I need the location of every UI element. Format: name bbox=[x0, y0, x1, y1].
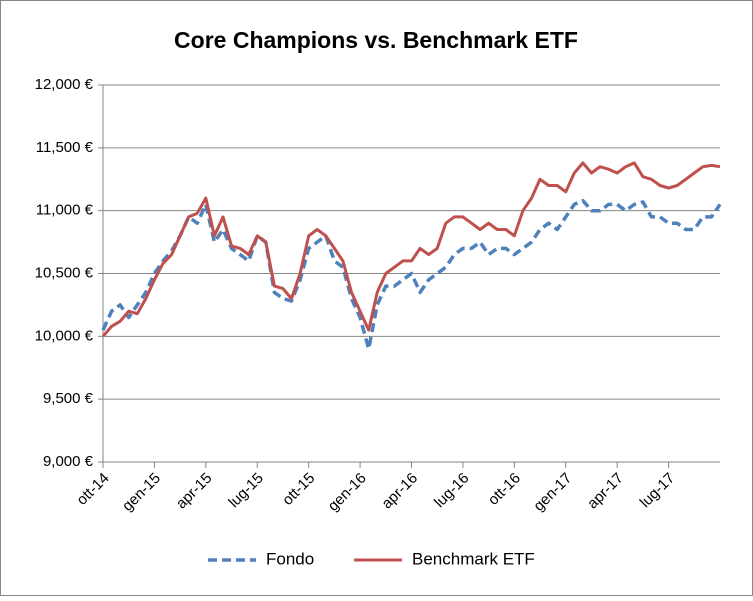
chart-title: Core Champions vs. Benchmark ETF bbox=[174, 27, 578, 53]
legend-label: Fondo bbox=[266, 549, 314, 568]
y-tick-label: 9,000 € bbox=[43, 453, 94, 470]
legend-label: Benchmark ETF bbox=[412, 549, 535, 568]
y-tick-label: 12,000 € bbox=[35, 76, 94, 93]
y-tick-label: 9,500 € bbox=[43, 390, 94, 407]
y-tick-label: 11,000 € bbox=[36, 202, 94, 219]
y-tick-label: 10,500 € bbox=[35, 264, 94, 281]
y-tick-label: 11,500 € bbox=[36, 139, 94, 156]
y-tick-label: 10,000 € bbox=[35, 327, 94, 344]
line-series bbox=[101, 161, 721, 338]
line-series bbox=[101, 198, 722, 351]
